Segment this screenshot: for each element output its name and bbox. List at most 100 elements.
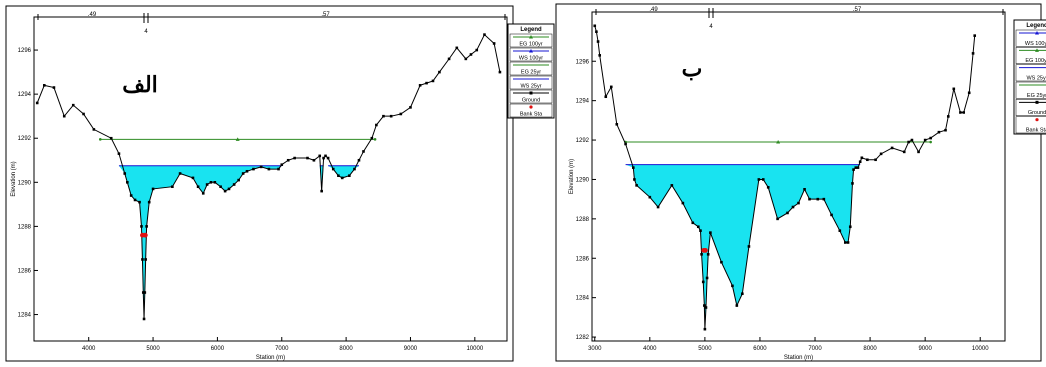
ground-point xyxy=(151,187,155,191)
bank-station-point xyxy=(703,247,708,253)
ground-point xyxy=(245,169,249,173)
x-axis-label: Station (m) xyxy=(256,355,285,361)
x-tick-label: 5000 xyxy=(146,346,160,352)
ground-point xyxy=(866,158,869,162)
ground-point xyxy=(858,160,862,164)
y-tick-label: 1282 xyxy=(576,335,590,341)
ground-point xyxy=(700,253,703,256)
ground-point xyxy=(907,140,910,144)
x-tick-label: 5000 xyxy=(698,346,712,352)
ground-point xyxy=(35,101,39,105)
ground-point xyxy=(596,40,600,43)
ground-point xyxy=(633,178,636,181)
ground-point xyxy=(209,181,213,184)
ground-point xyxy=(213,181,217,184)
x-tick-label: 9000 xyxy=(918,346,932,352)
y-tick-label: 1294 xyxy=(576,99,590,105)
x-axis-label: Station (m) xyxy=(784,355,813,361)
ground-point xyxy=(455,46,459,50)
ground-point xyxy=(703,327,707,331)
ground-point xyxy=(776,217,779,221)
ground-point xyxy=(917,150,920,154)
legend-marker xyxy=(1035,31,1039,35)
legend-marker xyxy=(529,105,533,109)
ground-point xyxy=(973,34,977,37)
ground-point xyxy=(846,241,850,244)
x-tick-label: 7000 xyxy=(808,346,822,352)
ground-point xyxy=(142,317,146,321)
ground-point xyxy=(854,166,858,169)
legend-marker xyxy=(529,49,533,53)
y-tick-label: 1290 xyxy=(18,180,32,186)
legend-entry-label: Bank Sta xyxy=(1026,128,1046,134)
ground-point xyxy=(126,181,129,184)
ground-point xyxy=(71,103,75,107)
ground-point xyxy=(331,167,335,171)
ground-point xyxy=(595,30,598,34)
ground-point xyxy=(701,280,705,284)
ground-point xyxy=(141,291,145,294)
ground-point xyxy=(191,176,195,180)
ground-point xyxy=(141,258,144,261)
chart-panel-2: .49 .57 4 3000 4000 5000 6000 7000 8000 9000 10000… xyxy=(555,3,1046,362)
ground-point xyxy=(879,152,883,156)
ground-point xyxy=(277,167,280,171)
legend: Legend EG 100yr WS 100yr EG 25yr WS 25yr Grou… xyxy=(507,23,555,119)
y-tick-label: 1294 xyxy=(18,92,32,98)
ground-point xyxy=(259,165,263,169)
ground-point xyxy=(648,195,652,199)
ground-point xyxy=(324,154,327,158)
eg-marker xyxy=(235,137,240,141)
ground-point xyxy=(766,186,770,189)
x-tick-label: 8000 xyxy=(339,346,353,352)
ground-point xyxy=(959,111,962,114)
legend-entry-label: WS 100yr xyxy=(519,56,543,62)
ground-point xyxy=(874,158,877,162)
chart-panel-1: .49 .57 4 4000 5000 6000 7000 8000 9000 10000 1284… xyxy=(5,5,555,362)
x-tick-label: 6000 xyxy=(211,346,225,352)
ground-point xyxy=(709,231,712,234)
ground-point xyxy=(691,221,695,225)
x-tick-label: 10000 xyxy=(972,346,989,352)
ground-point xyxy=(830,213,833,217)
ground-point xyxy=(129,194,133,197)
ground-point xyxy=(937,130,941,134)
ground-point xyxy=(944,128,947,132)
y-tick-label: 1286 xyxy=(18,268,32,274)
legend-entry-label: WS 100yr xyxy=(1025,41,1046,47)
x-tick-label: 4000 xyxy=(82,346,96,352)
ground-point xyxy=(62,114,66,118)
ground-point xyxy=(219,185,222,189)
ground-point xyxy=(252,167,255,171)
legend-marker xyxy=(1035,118,1039,122)
ground-point xyxy=(138,200,141,204)
ground-point xyxy=(123,172,127,175)
ground-point xyxy=(720,260,723,264)
ground-point xyxy=(483,33,486,36)
legend-entry-box xyxy=(1015,81,1046,99)
ground-point xyxy=(201,192,205,195)
ground-point xyxy=(399,112,403,116)
ground-point xyxy=(409,106,412,109)
eg-endpoint xyxy=(98,138,102,141)
river-station-label: 4 xyxy=(144,29,148,35)
ground-point xyxy=(144,258,147,261)
panel-frame xyxy=(555,3,1042,362)
ground-point xyxy=(431,79,435,83)
ground-point xyxy=(375,123,378,127)
ground-point xyxy=(598,54,602,57)
ground-point xyxy=(348,174,351,177)
y-tick-label: 1290 xyxy=(576,177,590,183)
x-tick-label: 6000 xyxy=(753,346,767,352)
legend-entry-box xyxy=(1015,64,1046,82)
plot-area xyxy=(33,16,508,342)
legend-title: Legend xyxy=(520,27,542,33)
legend-entry-label: EG 25yr xyxy=(1027,93,1046,99)
ground-point xyxy=(731,284,734,288)
ground-point xyxy=(741,292,744,296)
legend-entry-label: WS 25yr xyxy=(520,84,541,90)
legend-entry-label: EG 100yr xyxy=(1025,58,1046,64)
ground-point xyxy=(438,70,441,74)
ground-point xyxy=(822,197,826,201)
